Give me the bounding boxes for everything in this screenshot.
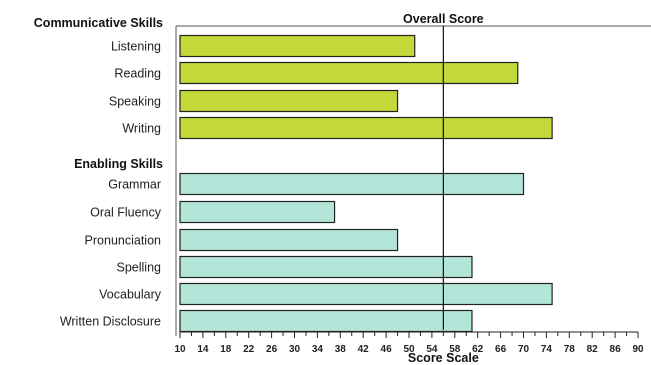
- x-tick-label: 46: [381, 344, 393, 355]
- x-tick-label: 18: [220, 344, 232, 355]
- category-label: Oral Fluency: [90, 206, 162, 220]
- category-label: Reading: [114, 67, 161, 81]
- bar: [179, 172, 525, 196]
- category-label: Spelling: [117, 261, 162, 275]
- category-label: Speaking: [109, 95, 161, 109]
- x-tick-label: 58: [449, 344, 461, 355]
- bar: [179, 282, 553, 306]
- group-header: Enabling Skills: [74, 157, 163, 171]
- group-header: Communicative Skills: [34, 16, 163, 30]
- x-axis-label: Score Scale: [408, 351, 479, 365]
- bar: [179, 116, 553, 140]
- x-tick-label: 10: [174, 344, 186, 355]
- category-label: Vocabulary: [99, 288, 162, 302]
- x-tick-label: 26: [266, 344, 278, 355]
- category-label: Writing: [122, 122, 161, 136]
- bar: [179, 255, 473, 279]
- bar: [179, 34, 416, 58]
- bar: [179, 89, 399, 113]
- x-tick-label: 54: [426, 344, 438, 355]
- x-tick-label: 30: [289, 344, 301, 355]
- x-tick-label: 66: [495, 344, 507, 355]
- x-tick-label: 38: [335, 344, 347, 355]
- x-tick-label: 78: [564, 344, 576, 355]
- x-tick-label: 90: [632, 344, 644, 355]
- x-tick-label: 42: [358, 344, 370, 355]
- x-tick-label: 74: [541, 344, 553, 355]
- chart-title: Overall Score: [403, 12, 484, 26]
- x-tick-label: 62: [472, 344, 484, 355]
- bar: [179, 200, 336, 224]
- x-tick-label: 14: [197, 344, 209, 355]
- category-label: Written Disclosure: [60, 315, 161, 329]
- x-tick-label: 34: [312, 344, 324, 355]
- bar: [179, 228, 399, 252]
- category-label: Listening: [111, 40, 161, 54]
- category-label: Pronunciation: [85, 234, 161, 248]
- x-tick-label: 86: [610, 344, 622, 355]
- x-tick-label: 50: [403, 344, 415, 355]
- bar: [179, 61, 519, 85]
- category-label: Grammar: [108, 178, 161, 192]
- x-tick-label: 70: [518, 344, 530, 355]
- x-tick-label: 22: [243, 344, 255, 355]
- x-tick-label: 82: [587, 344, 599, 355]
- bar: [179, 309, 473, 333]
